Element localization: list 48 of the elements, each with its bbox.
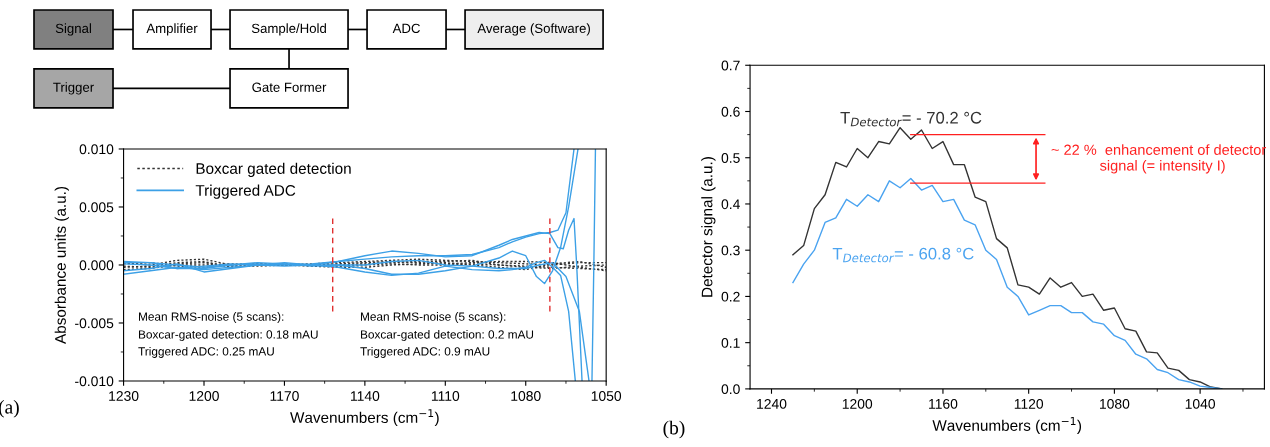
category-label: Amplifier	[146, 23, 198, 36]
x-tick-label: 1200	[189, 391, 219, 401]
category-label: Signal	[55, 23, 91, 36]
legend-label: Triggered ADC	[195, 184, 296, 199]
series-label: T$_{Detector}$= - 60.8 °C	[832, 247, 974, 263]
x-tick-label: 1200	[842, 398, 873, 409]
x-axis-title: Wavenumbers (cm$^{−1}$)	[290, 409, 439, 427]
y-tick-label: 0.010	[79, 144, 114, 155]
legend-label: Boxcar gated detection	[196, 162, 351, 177]
x-tick-label: 1110	[431, 391, 460, 401]
x-tick-label: 1050	[591, 391, 622, 401]
y-axis-title: Detector signal (a.u.)	[701, 157, 716, 297]
category-label: Gate Former	[252, 82, 327, 92]
category-label: Average (Software)	[477, 23, 590, 36]
y-tick-label: -0.005	[75, 318, 114, 329]
x-tick-label: 1080	[1100, 398, 1130, 409]
x-tick-label: 1120	[1014, 398, 1044, 409]
category-label: Trigger	[53, 82, 94, 95]
y-tick-label: -0.010	[75, 376, 114, 387]
x-tick-label: 1240	[757, 398, 787, 409]
x-tick-label: 1040	[1185, 398, 1216, 409]
y-tick-label: 0.5	[721, 153, 740, 163]
y-tick-label: 0.005	[79, 202, 114, 213]
annotation: Mean RMS-noise (5 scans):	[139, 312, 284, 324]
y-axis-title: Absorbance units (a.u.)	[54, 186, 69, 344]
x-tick-label: 1170	[270, 391, 299, 401]
x-tick-label: 1080	[511, 391, 541, 401]
text: (b)	[663, 420, 685, 439]
category-label: ADC	[392, 23, 420, 34]
annotation: Triggered ADC: 0.25 mAU	[138, 346, 274, 358]
y-tick-label: 0.4	[721, 199, 740, 210]
y-tick-label: 0.3	[721, 245, 740, 256]
category-label: Sample/Hold	[251, 23, 326, 36]
series-label: T$_{Detector}$= - 70.2 °C	[840, 111, 982, 127]
y-tick-label: 0.6	[721, 106, 740, 117]
annotation: Boxcar-gated detection: 0.2 mAU	[361, 329, 534, 341]
y-tick-label: 0.000	[79, 260, 114, 271]
annotation: Boxcar-gated detection: 0.18 mAU	[139, 329, 318, 341]
y-tick-label: 0.2	[721, 291, 740, 302]
y-tick-label: 0.7	[721, 60, 740, 71]
x-tick-label: 1230	[109, 391, 139, 401]
x-axis-title: Wavenumbers (cm$^{−1}$)	[932, 417, 1082, 434]
x-tick-label: 1160	[929, 398, 958, 409]
annotation: Triggered ADC: 0.9 mAU	[360, 346, 490, 358]
annotation: Mean RMS-noise (5 scans):	[361, 312, 506, 324]
y-tick-label: 0.1	[721, 337, 740, 348]
x-tick-label: 1140	[351, 391, 380, 401]
y-tick-label: 0.0	[721, 384, 740, 395]
